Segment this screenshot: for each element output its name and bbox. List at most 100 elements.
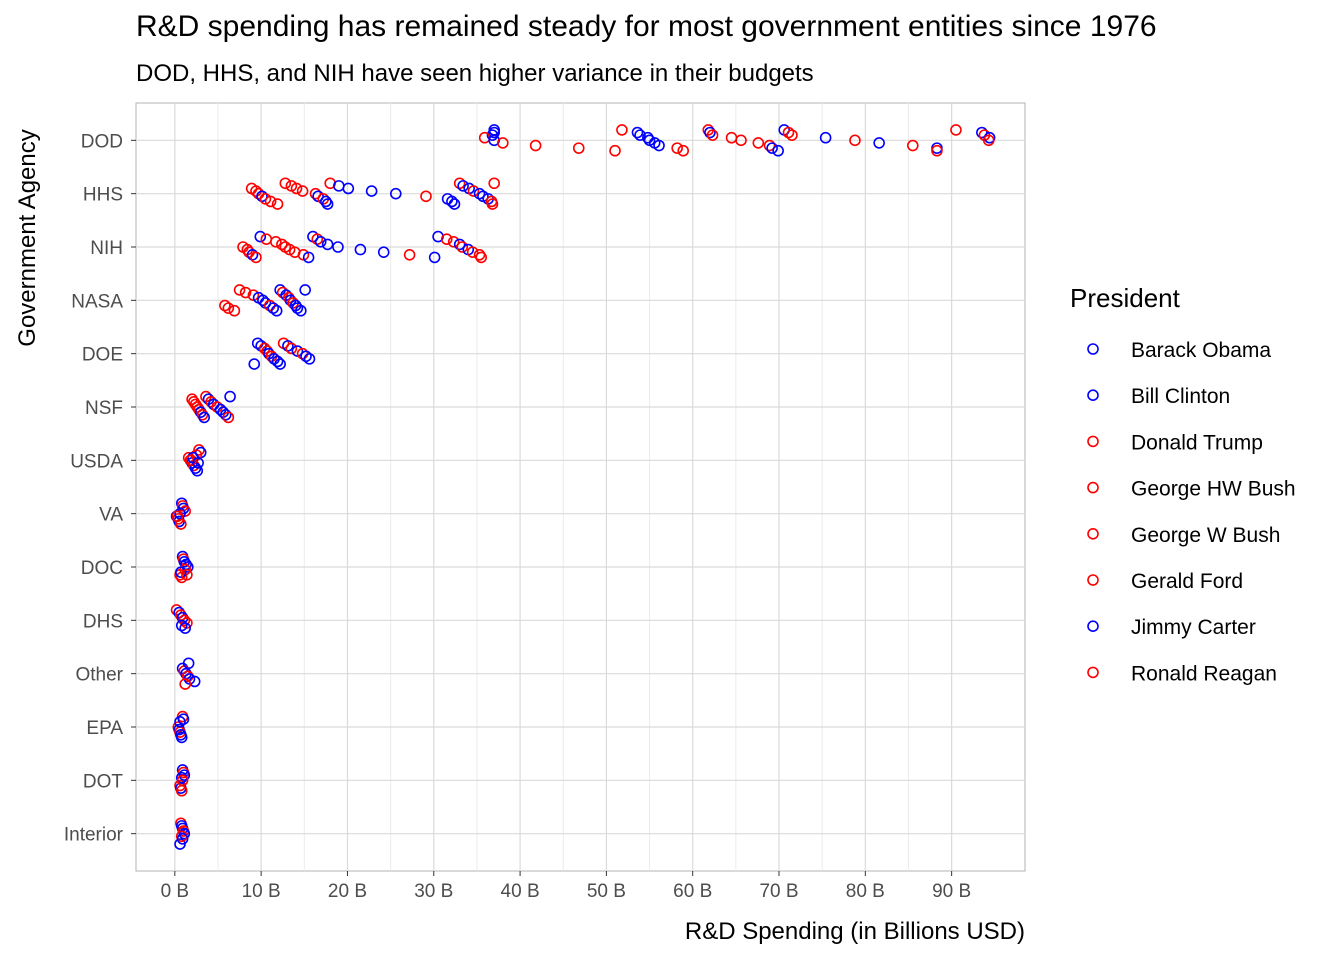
data-point <box>671 142 683 154</box>
x-axis-label: R&D Spending (in Billions USD) <box>685 918 1025 945</box>
data-point <box>786 129 798 141</box>
data-point <box>403 249 416 261</box>
data-point <box>176 833 189 845</box>
legend-label: Barack Obama <box>1131 339 1271 362</box>
data-point <box>766 142 778 154</box>
data-point <box>448 198 461 210</box>
data-point <box>677 144 690 157</box>
data-point <box>222 411 235 424</box>
legend: President Barack Obama Bill Clinton Donald… <box>1070 283 1296 685</box>
data-point <box>314 236 327 248</box>
y-tick-label: VA <box>99 505 123 526</box>
data-point <box>302 251 315 264</box>
data-point <box>175 619 188 632</box>
data-point <box>309 187 322 200</box>
data-point <box>250 251 262 264</box>
legend-key <box>1087 574 1099 586</box>
data-point <box>320 195 332 208</box>
x-tick-label: 50 B <box>587 881 626 902</box>
data-point <box>171 510 184 523</box>
legend-key <box>1087 343 1099 355</box>
legend-title: President <box>1070 283 1181 313</box>
data-point <box>634 129 646 141</box>
data-point <box>198 411 210 424</box>
x-tick-label: 70 B <box>759 881 798 902</box>
data-point <box>175 566 187 579</box>
data-point <box>256 190 268 203</box>
data-point <box>222 302 235 314</box>
data-point <box>321 238 334 251</box>
data-point <box>365 185 378 197</box>
major-gridlines <box>136 103 1025 871</box>
legend-label: George HW Bush <box>1131 478 1296 501</box>
data-point <box>976 126 988 139</box>
data-point <box>264 195 277 208</box>
data-point <box>279 177 292 190</box>
y-tick-label: NIH <box>90 238 123 259</box>
data-point <box>176 774 189 787</box>
data-point <box>248 358 261 370</box>
data-point <box>239 286 252 299</box>
data-point <box>267 302 280 314</box>
data-point <box>389 187 402 200</box>
data-point <box>178 827 191 840</box>
data-point <box>295 304 307 317</box>
chart-title: R&D spending has remained steady for mos… <box>136 10 1157 43</box>
data-point <box>706 129 719 141</box>
legend-label: Jimmy Carter <box>1131 616 1256 639</box>
data-point <box>174 715 186 728</box>
legend-key <box>1087 435 1099 448</box>
data-point <box>456 241 469 253</box>
data-point <box>488 126 500 139</box>
data-point <box>196 408 209 421</box>
y-tick-label: DOT <box>83 771 124 792</box>
data-point <box>260 233 273 245</box>
data-point <box>185 454 198 467</box>
data-point <box>782 126 795 139</box>
data-point <box>725 131 738 144</box>
data-point <box>254 230 267 243</box>
legend-label: Ronald Reagan <box>1131 662 1277 685</box>
y-tick-label: USDA <box>70 451 123 472</box>
data-point <box>631 126 644 139</box>
data-point <box>290 182 303 195</box>
data-point <box>420 190 432 203</box>
data-point <box>219 299 231 312</box>
data-point <box>274 358 286 370</box>
data-point <box>271 355 284 368</box>
data-point <box>174 507 186 520</box>
legend-label: Gerald Ford <box>1131 570 1243 593</box>
data-point <box>906 139 919 152</box>
data-point <box>228 304 241 317</box>
legend-label: Donald Trump <box>1131 431 1263 454</box>
data-point <box>735 134 747 147</box>
data-point <box>311 233 324 245</box>
data-points <box>170 124 996 850</box>
data-point <box>446 195 458 208</box>
x-tick-label: 0 B <box>161 881 190 902</box>
data-point <box>332 241 344 253</box>
data-point <box>177 713 190 726</box>
data-point <box>486 198 499 210</box>
y-tick-label: NASA <box>71 291 123 312</box>
data-point <box>752 137 765 149</box>
y-tick-label: DHS <box>83 611 123 632</box>
data-point <box>982 134 995 147</box>
plot-panel <box>135 102 1026 872</box>
legend-key <box>1087 666 1099 679</box>
legend-key <box>1087 389 1099 402</box>
data-point <box>182 657 195 670</box>
data-point <box>175 731 188 744</box>
data-point <box>950 124 962 136</box>
y-tick-label: EPA <box>86 718 123 739</box>
data-point <box>467 185 480 197</box>
data-point <box>300 350 312 363</box>
data-point <box>192 457 204 469</box>
data-point <box>529 139 542 152</box>
data-point <box>772 144 784 157</box>
data-point <box>191 464 204 477</box>
x-tick-label: 20 B <box>328 881 367 902</box>
data-point <box>377 246 390 258</box>
data-point <box>873 137 885 149</box>
